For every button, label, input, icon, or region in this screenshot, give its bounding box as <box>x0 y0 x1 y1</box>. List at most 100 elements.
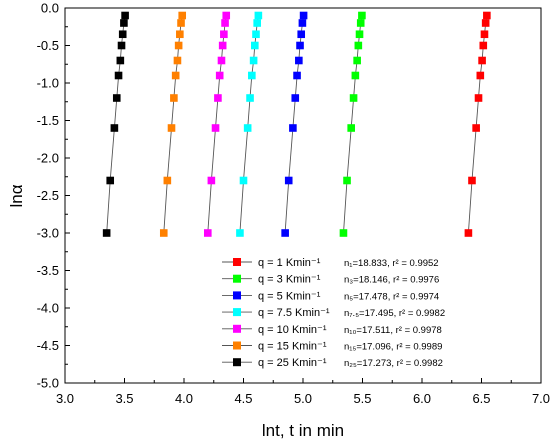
data-point <box>472 124 480 132</box>
data-point <box>167 124 176 132</box>
data-point <box>173 56 182 65</box>
data-point <box>351 71 360 80</box>
data-point <box>246 94 254 102</box>
legend-swatch <box>233 291 241 300</box>
data-point <box>355 30 364 39</box>
data-point <box>110 124 119 132</box>
data-point <box>289 124 297 132</box>
data-point <box>116 56 125 65</box>
x-tick-label: 5.5 <box>353 391 371 406</box>
legend-label: q = 3 Kmin⁻¹ <box>258 274 321 286</box>
data-point <box>474 94 483 102</box>
x-tick-label: 5.0 <box>294 391 312 406</box>
x-axis-title: lnt, t in min <box>262 421 344 440</box>
data-point <box>481 19 490 27</box>
data-point <box>243 124 252 132</box>
data-point <box>176 30 184 39</box>
data-point <box>236 229 244 237</box>
data-point <box>102 229 111 237</box>
legend-label: q = 25 Kmin⁻¹ <box>258 357 327 369</box>
x-tick-label: 4.0 <box>175 391 193 406</box>
data-point <box>170 94 178 102</box>
data-point <box>222 11 231 20</box>
legend-label: q = 7.5 Kmin⁻¹ <box>258 307 330 319</box>
legend: q = 1 Kmin⁻¹ n₁=18.833, r² = 0.9952 q = 3 … <box>222 257 445 369</box>
data-point <box>297 30 306 39</box>
data-point <box>468 176 476 185</box>
legend-label: q = 5 Kmin⁻¹ <box>258 290 321 302</box>
data-point <box>354 41 363 50</box>
y-axis: 0.0 -0.5 -1.0 -1.5 -2.0 -2.5 -3.0 -3.5 -4.0 -4.5 -… <box>37 1 70 391</box>
fit-line <box>284 15 305 234</box>
data-point <box>291 94 300 102</box>
data-point <box>298 19 307 27</box>
legend-label: q = 15 Kmin⁻¹ <box>258 341 327 353</box>
data-point <box>249 56 258 65</box>
y-tick-label: -1.0 <box>37 76 59 91</box>
data-point <box>476 71 485 80</box>
legend-swatch <box>233 358 241 367</box>
data-point <box>295 56 303 65</box>
legend-fit-label: n₂₅=17.273, r² = 0.9982 <box>344 358 443 369</box>
data-point <box>254 11 263 20</box>
data-point <box>343 176 351 185</box>
data-point <box>204 229 212 237</box>
x-axis: 3.0 3.5 4.0 4.5 5.0 5.5 6.0 6.5 7.0 <box>56 378 550 406</box>
data-point <box>207 176 216 185</box>
markers <box>102 11 491 237</box>
data-point <box>220 30 228 39</box>
x-tick-label: 3.0 <box>56 391 74 406</box>
data-point <box>349 94 358 102</box>
legend-swatch <box>233 274 241 283</box>
data-point <box>284 176 293 185</box>
x-tick-label: 6.0 <box>413 391 431 406</box>
data-point <box>464 229 473 237</box>
data-point <box>483 11 491 20</box>
legend-fit-label: n₅=17.478, r² = 0.9974 <box>344 291 439 302</box>
data-point <box>339 229 348 237</box>
data-point <box>252 30 260 39</box>
data-point <box>347 124 355 132</box>
data-point <box>117 41 126 50</box>
data-point <box>214 94 222 102</box>
y-tick-label: -4.5 <box>37 338 59 353</box>
fit-line <box>163 15 183 234</box>
data-point <box>218 41 227 50</box>
legend-swatch <box>233 308 241 317</box>
y-tick-label: -3.0 <box>37 226 59 241</box>
data-point <box>118 30 127 39</box>
data-point <box>120 19 128 27</box>
y-tick-label: -1.5 <box>37 113 59 128</box>
data-point <box>239 176 248 185</box>
data-point <box>106 176 115 185</box>
legend-fit-label: n₇.₅=17.495, r² = 0.9982 <box>344 308 445 319</box>
legend-swatch <box>233 324 241 333</box>
fit-lines <box>106 15 488 234</box>
data-point <box>248 71 256 80</box>
data-point <box>121 11 129 20</box>
data-point <box>159 229 168 237</box>
data-point <box>112 94 121 102</box>
data-point <box>479 41 488 50</box>
data-point <box>296 41 304 50</box>
data-point <box>211 124 220 132</box>
y-tick-label: -0.5 <box>37 38 59 53</box>
data-point <box>358 11 366 20</box>
legend-label: q = 1 Kmin⁻¹ <box>258 257 321 269</box>
data-point <box>353 56 361 65</box>
legend-fit-label: n₃=18.146, r² = 0.9976 <box>344 275 439 286</box>
fit-line <box>239 15 259 234</box>
data-point <box>251 41 259 50</box>
x-tick-label: 3.5 <box>115 391 133 406</box>
y-tick-label: -4.0 <box>37 301 59 316</box>
data-point <box>299 11 308 20</box>
y-tick-label: 0.0 <box>41 1 59 16</box>
data-point <box>215 71 224 80</box>
legend-swatch <box>233 341 241 350</box>
legend-swatch <box>233 258 241 266</box>
data-point <box>281 229 289 237</box>
data-point <box>356 19 365 27</box>
legend-fit-label: n₁=18.833, r² = 0.9952 <box>344 258 439 269</box>
fit-line <box>106 15 126 234</box>
